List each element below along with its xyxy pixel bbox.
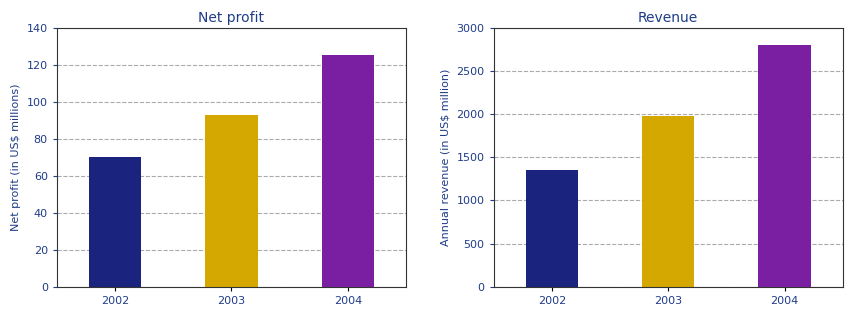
Bar bbox=[525, 170, 577, 287]
Title: Revenue: Revenue bbox=[637, 11, 698, 25]
Y-axis label: Annual revenue (in US$ million): Annual revenue (in US$ million) bbox=[440, 68, 450, 246]
Bar bbox=[641, 116, 693, 287]
Bar bbox=[89, 157, 141, 287]
Y-axis label: Net profit (in US$ millions): Net profit (in US$ millions) bbox=[11, 83, 21, 231]
Title: Net profit: Net profit bbox=[198, 11, 264, 25]
Bar bbox=[205, 115, 258, 287]
Bar bbox=[757, 45, 809, 287]
Bar bbox=[322, 55, 374, 287]
